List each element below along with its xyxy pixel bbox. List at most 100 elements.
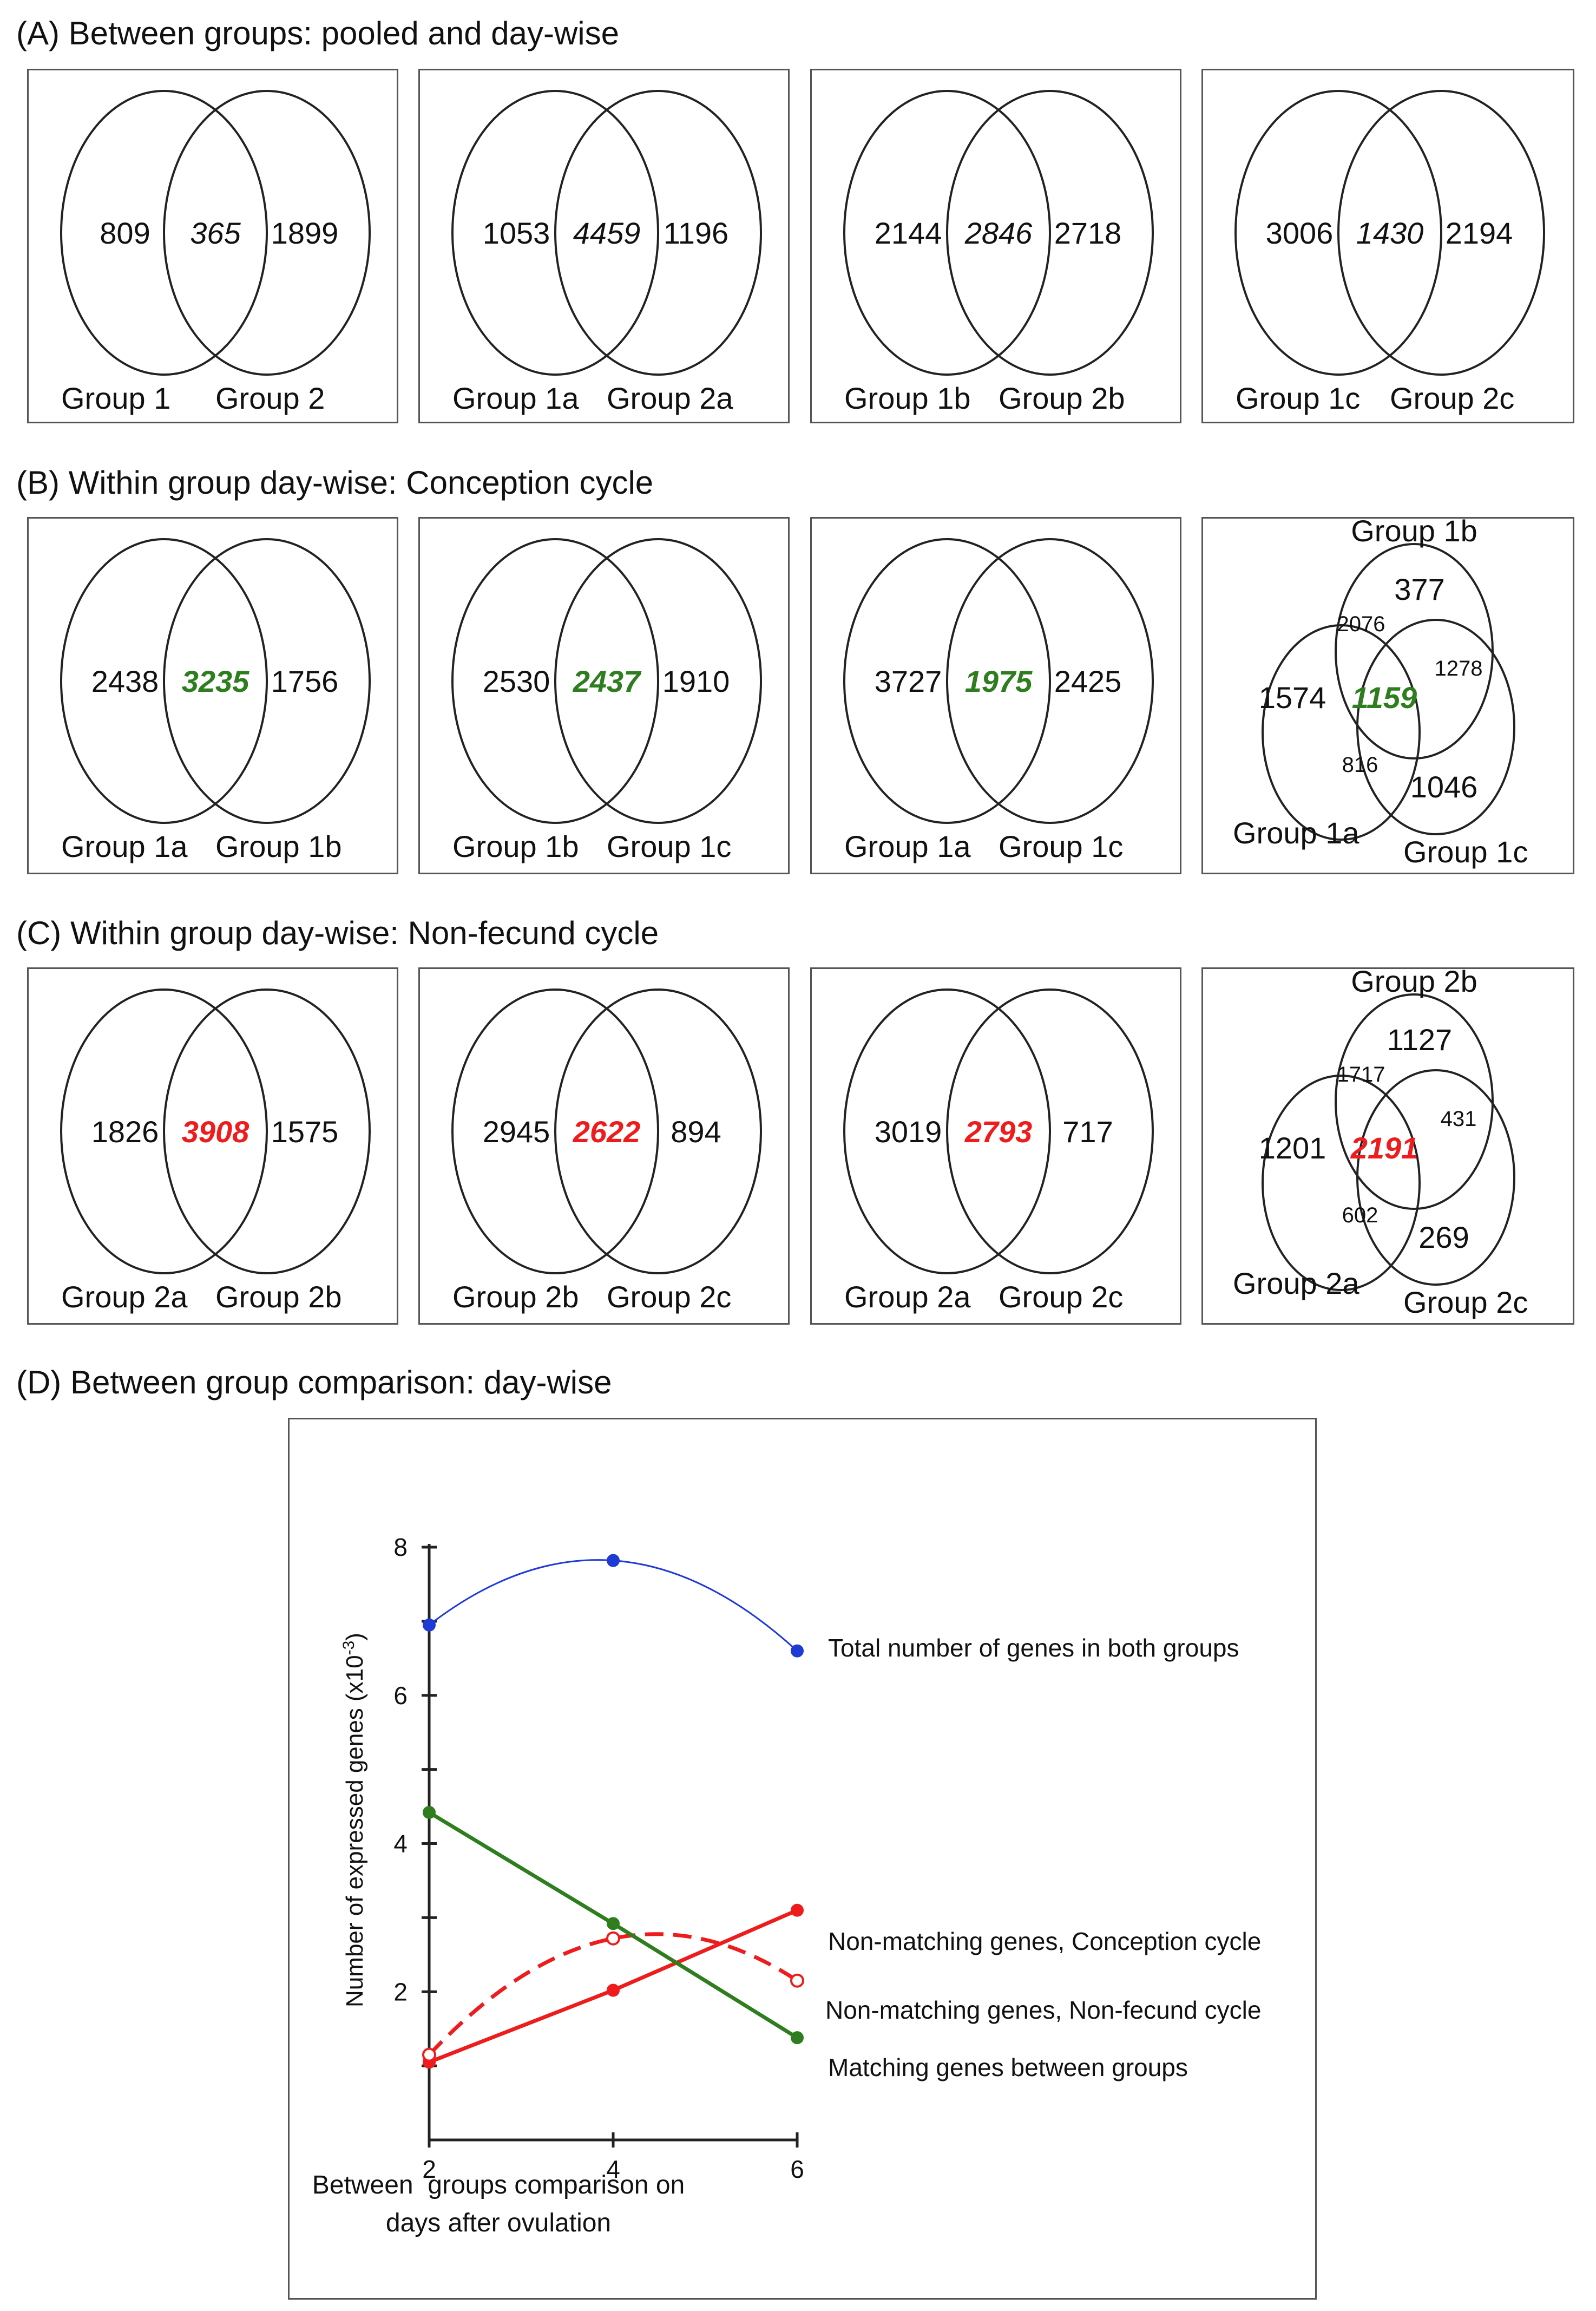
y-tick-label: 8 <box>393 1533 408 1561</box>
venn-circle-right <box>946 538 1154 824</box>
venn-circle-right <box>554 538 762 824</box>
section-a-heading: (A) Between groups: pooled and day-wise <box>16 15 619 51</box>
venn-circle-right <box>163 988 371 1274</box>
venn-group-label-left: Group 1b <box>452 829 579 863</box>
venn-count-left-only: 1201 <box>1259 1131 1326 1165</box>
venn-svg: 2945 2622 894 Group 2b Group 2c <box>451 988 762 1314</box>
line-chart: 2 4 6 8 2 4 6 Between groups comparison on days … <box>312 1533 1262 2237</box>
venn-count-right: 1899 <box>271 216 339 250</box>
venn-panel: 809 365 1899 Group 1 Group 2 <box>27 69 398 423</box>
venn-circle-right <box>163 90 371 376</box>
venn-group-label-left: Group 1b <box>844 381 971 415</box>
venn-count-top-left: 2076 <box>1337 612 1385 636</box>
venn-circle-left <box>451 538 659 824</box>
venn-count-right: 1756 <box>271 664 339 698</box>
venn-count-overlap: 1430 <box>1356 216 1424 250</box>
venn-group-label-left: Group 2b <box>452 1280 579 1314</box>
series-line <box>429 1559 798 1652</box>
section-b-heading: (B) Within group day-wise: Conception cy… <box>16 464 654 501</box>
series-label: Matching genes between groups <box>828 2053 1188 2081</box>
venn-count-left: 2144 <box>875 216 942 250</box>
venn-circle-right <box>946 90 1154 376</box>
section-c-heading: (C) Within group day-wise: Non-fecund cy… <box>16 915 659 951</box>
venn-group-label-right: Group 2b <box>999 381 1125 415</box>
venn-group-label-right: Group 1c <box>1403 835 1528 869</box>
y-axis-label-close: ) <box>341 1633 368 1641</box>
data-point <box>607 1917 620 1930</box>
venn-count-overlap: 2622 <box>573 1115 641 1149</box>
venn-svg: 1053 4459 1196 Group 1a Group 2a <box>451 90 762 415</box>
venn-group-label-top: Group 1b <box>1351 514 1477 548</box>
venn-count-right: 1910 <box>662 664 730 698</box>
venn-group-label-left: Group 1c <box>1236 381 1360 415</box>
venn-count-right: 1575 <box>271 1115 339 1149</box>
data-point <box>423 1618 436 1632</box>
venn-group-label-left: Group 1a <box>452 381 579 415</box>
venn-group-label-left: Group 1a <box>1233 816 1359 850</box>
venn-group-label-top: Group 2b <box>1351 964 1477 998</box>
venn-group-label-right: Group 1c <box>999 829 1123 863</box>
venn-circle-right <box>1356 619 1515 835</box>
venn-group-label-left: Group 1a <box>844 829 971 863</box>
venn-panel: 3727 1975 2425 Group 1a Group 1c <box>810 517 1181 874</box>
venn-group-label-right: Group 2b <box>215 1280 342 1314</box>
venn-circle-right <box>1356 1069 1515 1286</box>
venn-circle-right <box>163 538 371 824</box>
venn-circle-left <box>1262 624 1421 841</box>
venn-count-center: 1159 <box>1352 680 1417 715</box>
venn-group-label-right: Group 2c <box>999 1280 1123 1314</box>
venn-group-label-left: Group 2a <box>844 1280 971 1314</box>
venn-circle-left <box>1234 90 1442 376</box>
line-chart-panel: 2 4 6 8 2 4 6 Between groups comparison on days … <box>288 1418 1317 2300</box>
section-d-heading: (D) Between group comparison: day-wise <box>16 1364 612 1400</box>
venn-panel: 2530 2437 1910 Group 1b Group 1c <box>418 517 790 874</box>
venn-svg: 3019 2793 717 Group 2a Group 2c <box>843 988 1154 1314</box>
venn-panel: 2945 2622 894 Group 2b Group 2c <box>418 967 790 1325</box>
venn-count-right: 2194 <box>1446 216 1513 250</box>
venn-count-right: 1196 <box>664 216 728 250</box>
venn-circle-left <box>60 988 268 1274</box>
venn-count-right: 2425 <box>1054 664 1122 698</box>
venn-panel: 1826 3908 1575 Group 2a Group 2b <box>27 967 398 1325</box>
venn-group-label-right: Group 2c <box>1390 381 1514 415</box>
venn-group-label-left: Group 2a <box>1233 1266 1359 1300</box>
venn-svg: 2144 2846 2718 Group 1b Group 2b <box>843 90 1154 415</box>
venn-group-label-left: Group 1 <box>61 381 170 415</box>
series-line <box>428 1932 798 2056</box>
venn-circle-right <box>946 988 1154 1274</box>
series-label: Total number of genes in both groups <box>828 1634 1239 1662</box>
series-label: Non-matching genes, Non-fecund cycle <box>825 1996 1261 2024</box>
y-tick-label: 2 <box>393 1978 408 2006</box>
venn-count-overlap: 2437 <box>573 664 642 698</box>
venn-panel-three-set: Group 1b 377 2076 1278 1574 1159 816 1046 Group … <box>1201 514 1574 874</box>
data-point <box>791 1903 804 1917</box>
venn-circle-left <box>843 988 1051 1274</box>
venn-count-left-right: 602 <box>1342 1203 1378 1227</box>
venn-count-left: 3727 <box>875 664 942 698</box>
venn-count-top-right: 431 <box>1441 1107 1477 1131</box>
venn-group-label-right: Group 2c <box>607 1280 731 1314</box>
venn-svg: 809 365 1899 Group 1 Group 2 <box>60 90 371 415</box>
venn-group-label-right: Group 2 <box>215 381 325 415</box>
venn-count-overlap: 4459 <box>573 216 641 250</box>
venn-count-right: 2718 <box>1054 216 1122 250</box>
venn-circle-left <box>451 988 659 1274</box>
venn-count-right-only: 1046 <box>1410 770 1478 804</box>
venn-svg: 2438 3235 1756 Group 1a Group 1b <box>60 538 371 863</box>
data-point <box>607 1983 620 1997</box>
data-point <box>607 1554 620 1567</box>
y-tick-label: 4 <box>393 1830 408 1858</box>
venn-count-top-only: 377 <box>1394 572 1444 606</box>
venn-count-overlap: 365 <box>190 216 241 250</box>
venn-count-left: 809 <box>100 216 150 250</box>
venn-circle-left <box>843 538 1051 824</box>
venn-count-overlap: 1975 <box>965 664 1033 698</box>
x-axis-label: Between groups comparison on <box>312 2171 685 2199</box>
venn-circle-right <box>554 90 762 376</box>
venn-circle-left <box>60 90 268 376</box>
venn-panel: 2438 3235 1756 Group 1a Group 1b <box>27 517 398 874</box>
venn-count-top-right: 1278 <box>1435 657 1483 680</box>
venn-panel: 3006 1430 2194 Group 1c Group 2c <box>1201 69 1574 423</box>
venn-group-label-right: Group 2c <box>1403 1285 1528 1319</box>
data-point <box>791 2031 804 2045</box>
